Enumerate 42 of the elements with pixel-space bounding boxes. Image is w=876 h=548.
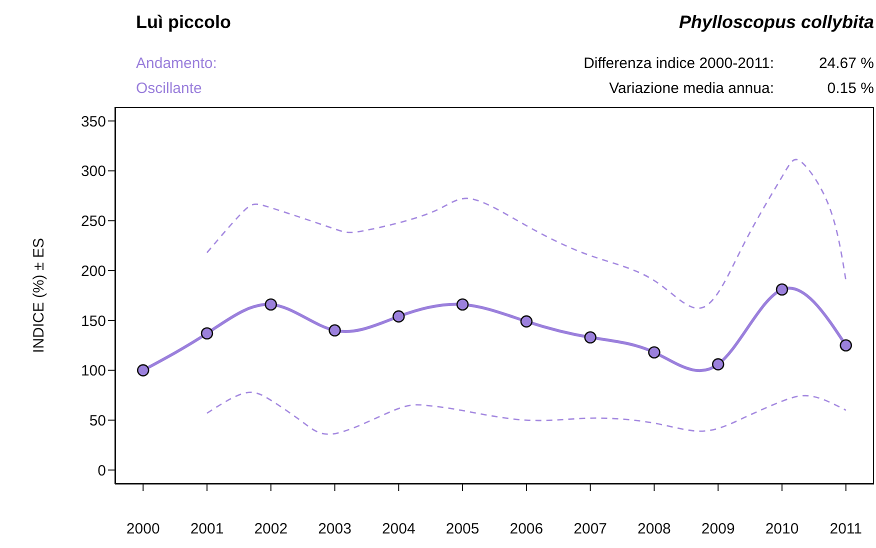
- x-tick-label: 2006: [510, 520, 544, 538]
- point: [328, 324, 341, 337]
- point: [136, 364, 150, 376]
- point: [776, 283, 788, 296]
- y-tick-label: 350: [80, 113, 106, 130]
- point: [584, 331, 596, 344]
- y-tick-label: 150: [80, 312, 106, 330]
- point: [264, 298, 278, 311]
- x-tick-label: 2005: [446, 520, 480, 538]
- point: [712, 358, 724, 370]
- point: [520, 315, 533, 328]
- y-tick-label: 250: [80, 213, 106, 230]
- text: 24.67 %: [818, 55, 874, 72]
- line-series: [206, 392, 847, 435]
- point: [456, 298, 469, 311]
- text: Differenza indice 2000-2011:: [584, 55, 774, 72]
- x-tick-label: 2004: [382, 520, 416, 538]
- x-tick-label: 2009: [701, 520, 735, 538]
- chart-subtitle: Phylloscopus collybita: [678, 12, 874, 33]
- point: [648, 346, 660, 358]
- x-tick-label: 2001: [190, 520, 224, 538]
- text: 0.15 %: [827, 80, 874, 97]
- point: [392, 310, 405, 323]
- chart-title: Luì piccolo: [136, 12, 232, 33]
- x-tick-label: 2011: [830, 520, 862, 538]
- y-tick-label: 200: [80, 262, 106, 280]
- y-tick-label: 300: [80, 163, 106, 180]
- x-tick-label: 2010: [765, 520, 799, 538]
- text: Oscillante: [136, 80, 202, 97]
- text: Andamento:: [136, 55, 217, 72]
- point: [840, 339, 852, 352]
- y-tick-label: 100: [80, 362, 106, 380]
- x-tick-label: 2002: [254, 520, 288, 538]
- x-tick-label: 2007: [574, 520, 608, 538]
- x-tick-label: 2000: [126, 520, 160, 538]
- x-tick-label: 2008: [638, 520, 671, 538]
- text: Variazione media annua:: [609, 80, 774, 97]
- y-tick-label: 0: [98, 462, 106, 480]
- y-tick-label: 50: [89, 412, 106, 430]
- point: [200, 327, 214, 340]
- y-axis-title: INDICE (%) ± ES: [30, 238, 48, 353]
- x-tick-label: 2003: [318, 520, 352, 538]
